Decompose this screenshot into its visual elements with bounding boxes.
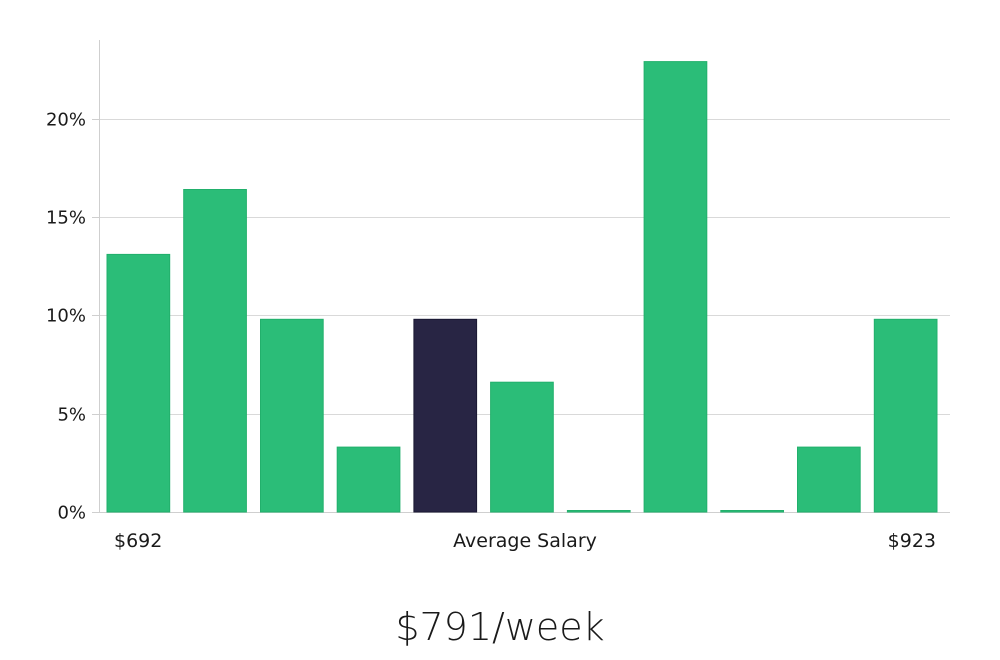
y-tick-label: 10% [46,306,86,327]
y-tick-label: 20% [46,110,86,131]
bar [566,510,631,513]
y-tick-label: 15% [46,208,86,229]
salary-distribution-chart: 0% 5% 10% 15% 20% $692 Average Salary $923 [46,40,950,552]
y-tick-label: 5% [57,405,86,426]
bars [106,61,938,513]
bar [336,446,401,513]
y-axis-ticks: 0% 5% 10% 15% 20% [46,110,100,524]
bar [797,446,861,513]
x-min-label: $692 [114,530,162,552]
average-salary-value: $791/week [395,605,605,649]
bar [490,381,554,513]
bar [643,61,708,513]
y-tick-label: 0% [57,503,86,524]
bar [183,189,247,513]
bar [106,253,171,513]
bar-average [413,318,478,513]
bar [260,318,324,513]
x-axis-title: Average Salary [453,530,597,552]
bar [873,318,938,513]
bar [720,510,784,513]
x-max-label: $923 [888,530,936,552]
